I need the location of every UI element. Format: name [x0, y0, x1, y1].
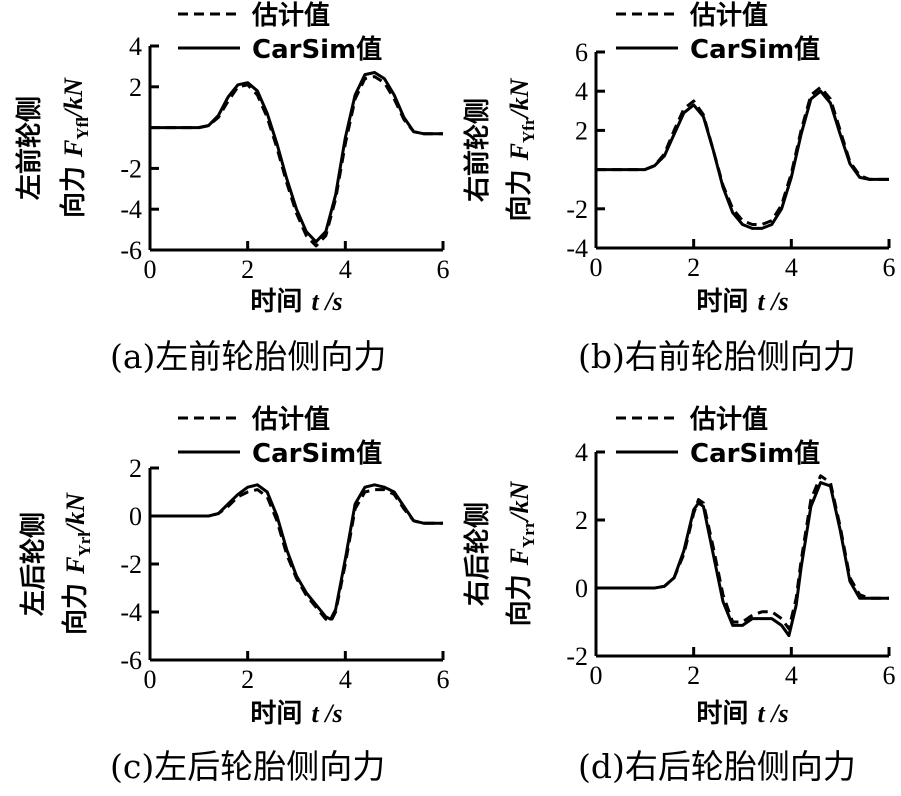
x-tick-label: 2	[241, 255, 254, 284]
y-tick-label: 4	[129, 32, 142, 61]
x-axis-label: 时间 t /s	[250, 699, 342, 729]
x-tick-label: 6	[883, 661, 896, 690]
legend-label-estimate: 估计值	[251, 1, 330, 31]
y-tick-label: -2	[566, 642, 588, 671]
x-tick-label: 4	[339, 255, 352, 284]
series-line-carsim	[596, 481, 889, 638]
y-tick-label: 0	[129, 502, 142, 531]
y-axis-label-line1: 右前轮侧	[462, 98, 493, 202]
x-tick-label: 2	[687, 661, 700, 690]
legend-label-estimate: 估计值	[251, 405, 330, 435]
panel-caption: (a)左前轮胎侧向力	[110, 337, 386, 376]
x-axis-label: 时间 t /s	[250, 287, 342, 317]
series-line-carsim	[150, 71, 443, 244]
y-tick-label: 2	[129, 73, 142, 102]
series-line-carsim	[150, 483, 443, 621]
panel-caption: (c)左后轮胎侧向力	[110, 747, 385, 786]
y-axis-label-line2: 向力 FYrr/kN	[504, 480, 538, 626]
legend-label-carsim: CarSim值	[690, 439, 820, 469]
panel-caption: (b)右前轮胎侧向力	[578, 337, 856, 376]
y-tick-label: 4	[575, 77, 588, 106]
x-tick-label: 2	[687, 253, 700, 282]
legend: 估计值 CarSim值	[616, 1, 820, 65]
y-axis-label-line1: 左前轮侧	[14, 96, 45, 200]
y-tick-label: -6	[120, 646, 142, 675]
legend: 估计值 CarSim值	[178, 1, 382, 65]
x-tick-label: 6	[883, 253, 896, 282]
y-axis-label-line2: 向力 FYrl/kN	[60, 492, 94, 635]
y-tick-label: -2	[120, 550, 142, 579]
x-tick-label: 4	[785, 253, 798, 282]
y-tick-label: 0	[575, 574, 588, 603]
legend-label-carsim: CarSim值	[252, 35, 382, 65]
y-axis-label-line1: 右后轮侧	[463, 502, 493, 606]
legend-label-estimate: 估计值	[689, 1, 768, 31]
series-line-carsim	[596, 89, 889, 230]
x-tick-label: 0	[590, 661, 603, 690]
x-tick-label: 4	[785, 661, 798, 690]
legend: 估计值 CarSim值	[178, 405, 382, 469]
x-axis-label: 时间 t /s	[696, 287, 788, 317]
x-tick-label: 0	[144, 665, 157, 694]
legend-label-estimate: 估计值	[689, 405, 768, 435]
y-tick-label: -6	[120, 236, 142, 265]
y-tick-label: 2	[575, 116, 588, 145]
y-axis-label-line2: 向力 FYfl/kN	[58, 77, 92, 218]
series-line-estimate	[150, 75, 443, 248]
y-axis-label-line2: 向力 FYfr/kN	[504, 77, 538, 221]
x-tick-label: 0	[590, 253, 603, 282]
panel-caption: (d)右后轮胎侧向力	[578, 747, 856, 786]
x-tick-label: 6	[437, 665, 450, 694]
y-tick-label: -2	[120, 154, 142, 183]
legend-label-carsim: CarSim值	[690, 35, 820, 65]
y-axis-label-line1: 左后轮侧	[19, 512, 49, 616]
x-tick-label: 6	[437, 255, 450, 284]
x-axis-label: 时间 t /s	[696, 699, 788, 729]
series-line-estimate	[596, 85, 889, 226]
y-tick-label: 6	[575, 38, 588, 67]
y-tick-label: -4	[120, 598, 142, 627]
legend-label-carsim: CarSim值	[252, 439, 382, 469]
y-tick-label: -4	[566, 234, 588, 263]
x-tick-label: 4	[339, 665, 352, 694]
x-tick-label: 2	[241, 665, 254, 694]
y-tick-label: -4	[120, 195, 142, 224]
y-tick-label: 4	[575, 438, 588, 467]
legend: 估计值 CarSim值	[616, 405, 820, 469]
y-tick-label: 2	[129, 454, 142, 483]
x-tick-label: 0	[144, 255, 157, 284]
series-line-estimate	[150, 488, 443, 624]
y-tick-label: 2	[575, 506, 588, 535]
y-tick-label: -2	[566, 195, 588, 224]
